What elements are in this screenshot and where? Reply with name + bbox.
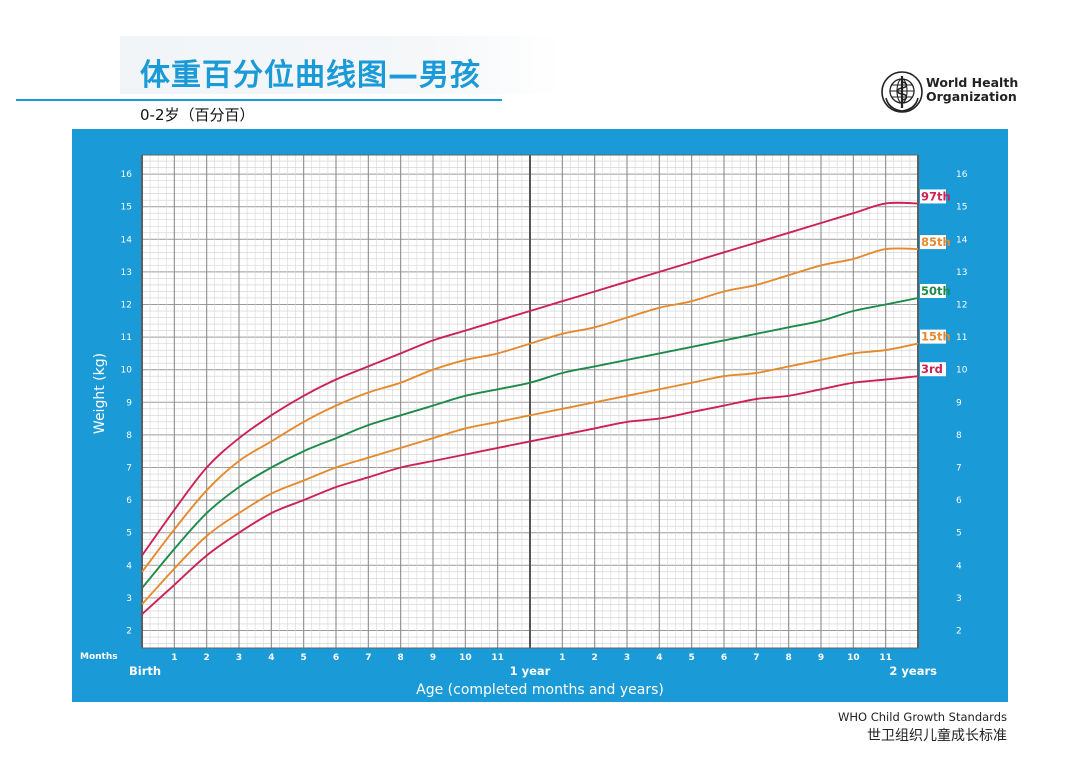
percentile-label-97th: 97th <box>921 189 951 203</box>
x-tick-label: 8 <box>786 653 792 663</box>
y-tick-label-right: 2 <box>956 627 962 637</box>
y-tick-label-right: 8 <box>956 431 962 441</box>
x-tick-label-major: 1 year <box>510 664 551 678</box>
y-tick-label-left: 13 <box>121 268 132 278</box>
y-tick-label-left: 10 <box>121 366 133 376</box>
y-tick-label-right: 3 <box>956 594 962 604</box>
x-tick-label: 4 <box>656 653 662 663</box>
y-tick-label-left: 5 <box>126 529 132 539</box>
percentile-label-3rd: 3rd <box>921 362 943 376</box>
x-unit-label: Months <box>80 652 118 662</box>
y-tick-label-left: 14 <box>121 235 133 245</box>
organization-name-line2: Organization <box>926 89 1017 104</box>
y-tick-label-left: 6 <box>126 496 132 506</box>
who-logo: World Health Organization <box>880 70 1018 114</box>
y-tick-label-left: 8 <box>126 431 132 441</box>
x-tick-label: 8 <box>398 653 404 663</box>
footer-standard-en: WHO Child Growth Standards <box>838 710 1007 724</box>
x-tick-label: 11 <box>491 653 504 663</box>
y-axis-title: Weight (kg) <box>92 353 108 434</box>
x-tick-label: 1 <box>171 653 177 663</box>
percentile-label-bg-85th <box>920 235 946 250</box>
y-tick-label-left: 4 <box>126 561 132 571</box>
y-tick-label-right: 14 <box>956 235 968 245</box>
x-tick-label: 3 <box>236 653 242 663</box>
percentile-curve-97th <box>141 201 919 557</box>
percentile-label-bg-3rd <box>920 362 946 377</box>
y-tick-label-right: 12 <box>956 301 967 311</box>
x-tick-label: 9 <box>818 653 824 663</box>
y-tick-label-right: 16 <box>956 170 968 180</box>
footer: WHO Child Growth Standards 世卫组织儿童成长标准 <box>838 710 1007 745</box>
y-tick-label-right: 6 <box>956 496 962 506</box>
x-tick-label: 6 <box>333 653 339 663</box>
x-tick-label: 6 <box>721 653 727 663</box>
y-tick-label-right: 11 <box>956 333 967 343</box>
x-tick-label: 2 <box>204 653 210 663</box>
percentile-label-15th: 15th <box>921 330 951 344</box>
y-tick-label-right: 10 <box>956 366 968 376</box>
organization-name-line1: World Health <box>926 75 1019 90</box>
x-tick-label: 3 <box>624 653 630 663</box>
page-subtitle: 0-2岁（百分百） <box>140 106 255 124</box>
y-tick-label-left: 16 <box>121 170 133 180</box>
x-tick-label: 9 <box>430 653 436 663</box>
y-tick-label-left: 15 <box>121 203 132 213</box>
x-tick-label: 1 <box>559 653 565 663</box>
gridlines <box>141 155 919 648</box>
plot-border <box>141 154 919 649</box>
x-tick-label: 10 <box>847 653 860 663</box>
x-tick-label: 4 <box>268 653 274 663</box>
y-tick-label-right: 13 <box>956 268 967 278</box>
y-tick-label-left: 12 <box>121 301 132 311</box>
footer-standard-zh: 世卫组织儿童成长标准 <box>867 728 1007 744</box>
x-tick-label: 7 <box>365 653 371 663</box>
y-tick-label-left: 9 <box>126 398 132 408</box>
x-tick-label: 7 <box>753 653 759 663</box>
x-tick-label: 2 <box>592 653 598 663</box>
percentile-curve-15th <box>141 342 919 606</box>
who-emblem-icon <box>881 71 923 113</box>
percentile-label-bg-97th <box>920 189 946 204</box>
x-tick-label: 5 <box>301 653 307 663</box>
percentile-curve-3rd <box>141 375 919 615</box>
percentile-labels: 97th 85th 50th 15th 3rd <box>920 189 951 377</box>
y-tick-label-right: 9 <box>956 398 962 408</box>
percentile-label-bg-15th <box>920 329 946 344</box>
page-title: 体重百分位曲线图—男孩 <box>140 58 481 93</box>
x-tick-label-major: Birth <box>129 664 161 678</box>
title-rule <box>16 99 502 101</box>
percentile-curves <box>141 201 919 615</box>
x-tick-label: 5 <box>689 653 695 663</box>
y-tick-labels: 2 2 3 3 4 4 5 5 6 6 7 7 8 8 9 9 10 10 11 11 12 12 13 13 14 14 15 15… <box>121 170 968 636</box>
y-tick-label-left: 3 <box>126 594 132 604</box>
x-tick-label: 10 <box>459 653 472 663</box>
y-tick-label-right: 15 <box>956 203 967 213</box>
percentile-label-85th: 85th <box>921 235 951 249</box>
y-tick-label-right: 7 <box>956 464 962 474</box>
y-tick-label-left: 2 <box>126 627 132 637</box>
percentile-curve-85th <box>141 247 919 573</box>
y-tick-label-right: 5 <box>956 529 962 539</box>
organization-name: World Health Organization <box>926 76 1018 104</box>
y-tick-label-right: 4 <box>956 561 962 571</box>
y-tick-label-left: 11 <box>121 333 132 343</box>
y-tick-label-left: 7 <box>126 464 132 474</box>
percentile-label-bg-50th <box>920 283 946 298</box>
title-band <box>120 36 560 94</box>
percentile-label-50th: 50th <box>921 284 951 298</box>
x-tick-label: 11 <box>879 653 892 663</box>
x-axis-title: Age (completed months and years) <box>416 682 664 698</box>
percentile-curve-50th <box>141 297 919 589</box>
x-tick-label-major: 2 years <box>889 664 937 678</box>
